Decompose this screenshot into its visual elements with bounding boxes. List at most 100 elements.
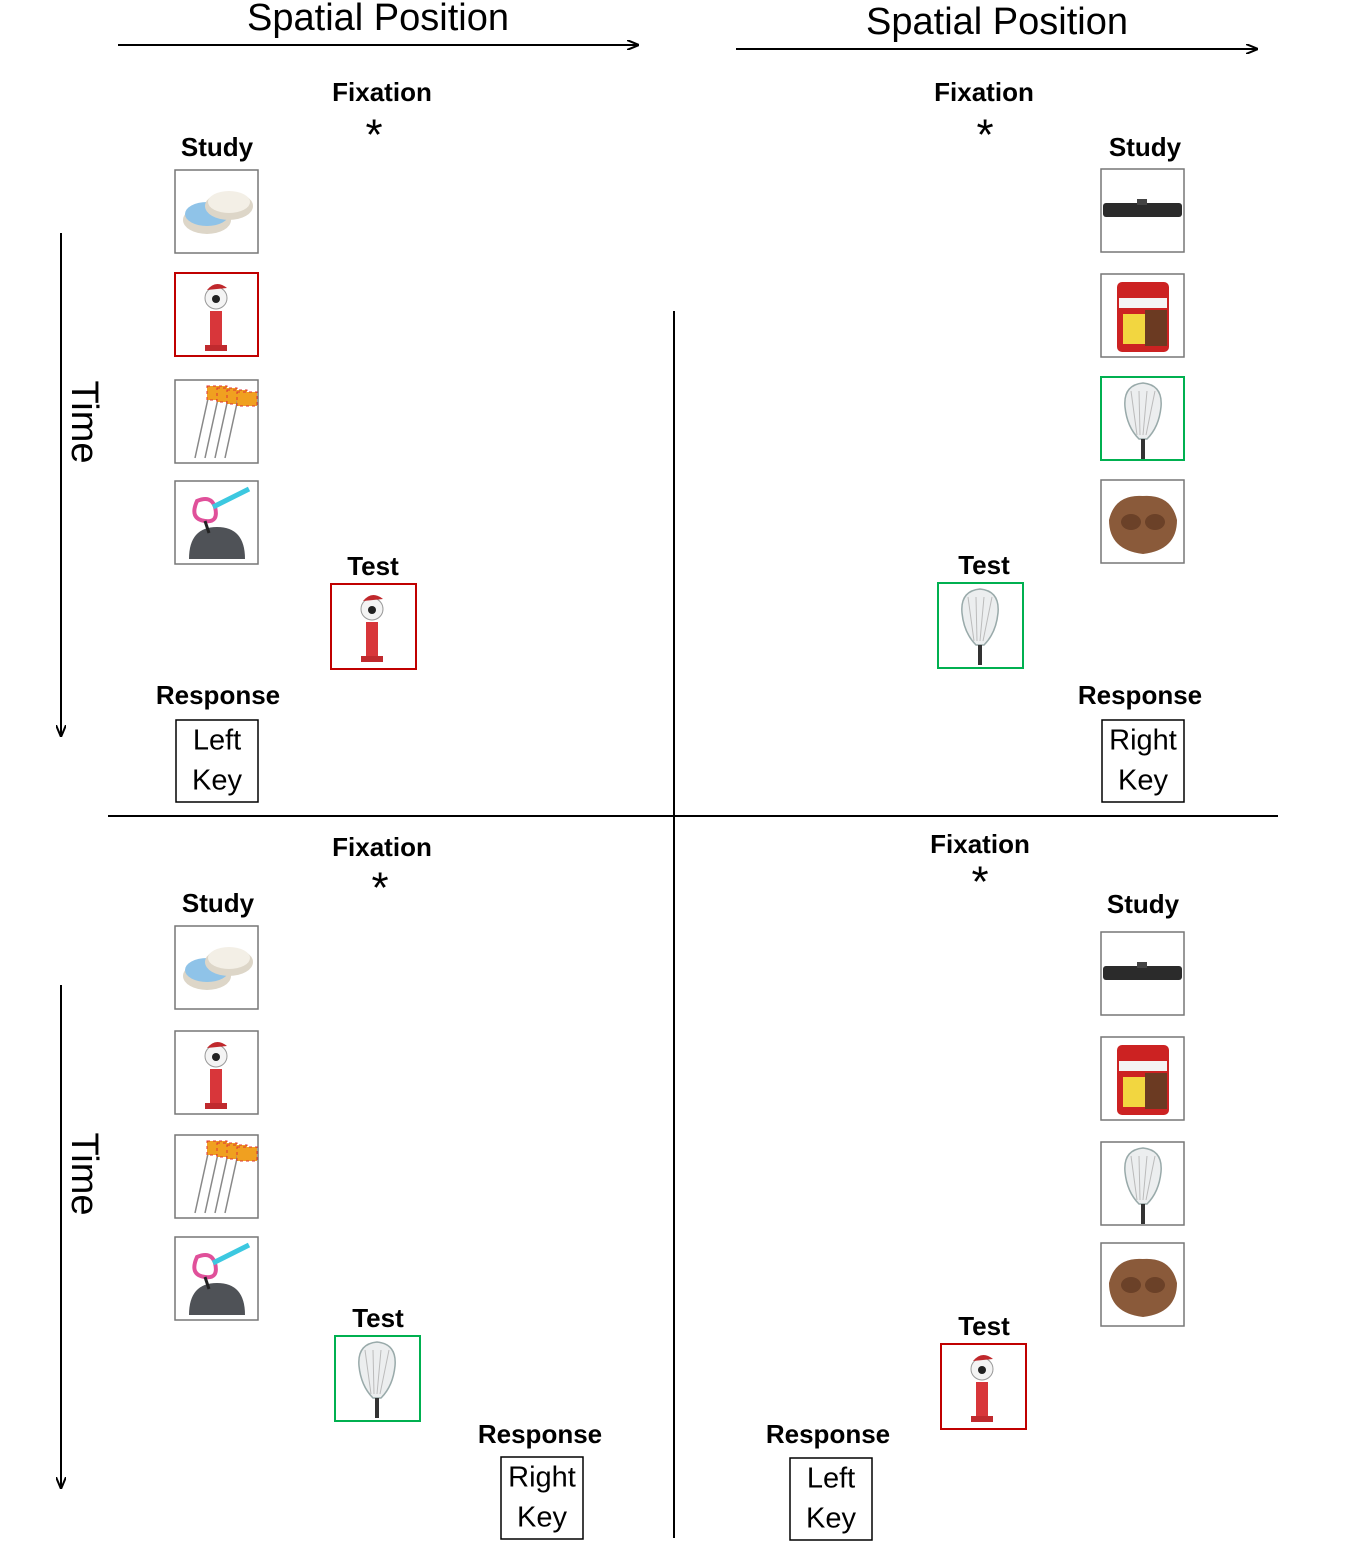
icon-part — [1109, 495, 1177, 554]
response-key: Right — [508, 1462, 576, 1494]
icon-part — [205, 345, 227, 351]
icon-part — [214, 1148, 230, 1214]
icon-part — [203, 520, 211, 534]
icon-part — [207, 1041, 227, 1048]
stimulus — [174, 169, 259, 254]
icon-part — [1138, 1155, 1141, 1201]
stimulus — [1100, 479, 1185, 564]
stimulus — [1100, 1141, 1185, 1226]
stimulus — [174, 379, 259, 464]
icon-part — [1141, 1204, 1145, 1224]
icon-part — [1145, 1073, 1167, 1109]
icon-part — [236, 1146, 258, 1162]
icon-part — [375, 1398, 379, 1418]
fixation-mark: * — [371, 864, 388, 913]
response-box — [175, 719, 259, 803]
icon-part — [204, 393, 220, 459]
fixation-mark: * — [971, 858, 988, 907]
icon-part — [1141, 439, 1145, 459]
response-key: Key — [517, 1502, 567, 1534]
icon-part — [1142, 390, 1148, 436]
test-label: Test — [958, 1311, 1010, 1341]
icon-part — [1142, 1155, 1148, 1201]
icon-part — [1119, 298, 1167, 308]
stimulus — [1100, 931, 1185, 1016]
icon-part — [1103, 966, 1182, 980]
icon-part — [205, 1103, 227, 1109]
icon-part — [1119, 1061, 1167, 1071]
stimulus — [1100, 1242, 1185, 1327]
icon-part — [376, 1349, 382, 1395]
icon-part — [1137, 199, 1147, 205]
response-label: Response — [156, 680, 280, 710]
icon-part — [210, 1069, 222, 1107]
stimulus — [1100, 376, 1185, 461]
study-label: Study — [1109, 132, 1182, 162]
icon-part — [975, 596, 978, 642]
fixation-label: Fixation — [934, 77, 1034, 107]
icon-part — [976, 1382, 988, 1420]
icon-part — [1130, 390, 1138, 436]
icon-part — [363, 594, 383, 601]
axis-label: Spatial Position — [866, 1, 1128, 43]
stimulus — [174, 1236, 259, 1321]
icon-part — [214, 393, 230, 459]
icon-part — [379, 1349, 390, 1395]
icon-part — [1145, 310, 1167, 346]
icon-part — [189, 527, 245, 559]
icon-part — [1123, 314, 1145, 344]
icon-part — [194, 1148, 210, 1214]
icon-part — [212, 295, 220, 303]
response-key: Key — [806, 1503, 856, 1535]
icon-part — [366, 622, 378, 660]
stimulus — [330, 583, 417, 670]
response-key: Left — [193, 725, 241, 757]
icon-part — [1145, 514, 1165, 530]
stimulus — [334, 1335, 421, 1422]
icon-part — [979, 596, 985, 642]
icon-part — [982, 596, 993, 642]
icon-part — [192, 1253, 218, 1280]
response-key: Key — [1118, 765, 1168, 797]
test-label: Test — [352, 1303, 404, 1333]
icon-part — [189, 1283, 245, 1315]
response-key: Key — [192, 765, 242, 797]
stimulus — [174, 1134, 259, 1219]
icon-part — [211, 1242, 251, 1266]
icon-part — [203, 1276, 211, 1290]
fixation-label: Fixation — [332, 77, 432, 107]
test-label: Test — [958, 550, 1010, 580]
stimulus — [174, 1030, 259, 1115]
icon-part — [208, 947, 250, 969]
stimulus — [1100, 273, 1185, 358]
icon-part — [207, 283, 227, 290]
icon-part — [978, 645, 982, 665]
stimulus — [174, 480, 259, 565]
icon-part — [192, 497, 218, 524]
icon-part — [361, 656, 383, 662]
icon-part — [194, 393, 210, 459]
axis-label: Time — [63, 1132, 105, 1215]
response-key: Right — [1109, 725, 1177, 757]
fixation-mark: * — [365, 111, 382, 160]
stimulus — [1100, 1036, 1185, 1121]
axis-label: Spatial Position — [247, 0, 509, 39]
stimulus — [940, 1343, 1027, 1430]
icon-part — [368, 606, 376, 614]
response-box — [1101, 719, 1185, 803]
icon-part — [211, 486, 251, 510]
stimulus — [1100, 168, 1185, 253]
icon-part — [1130, 1155, 1138, 1201]
icon-part — [1145, 1277, 1165, 1293]
fixation-label: Fixation — [930, 829, 1030, 859]
icon-part — [372, 1349, 375, 1395]
icon-part — [971, 1416, 993, 1422]
response-label: Response — [1078, 680, 1202, 710]
study-label: Study — [1107, 889, 1180, 919]
icon-part — [1145, 1155, 1156, 1201]
icon-part — [210, 311, 222, 349]
icon-part — [1145, 390, 1156, 436]
icon-part — [1103, 203, 1182, 217]
icon-part — [1121, 1277, 1141, 1293]
